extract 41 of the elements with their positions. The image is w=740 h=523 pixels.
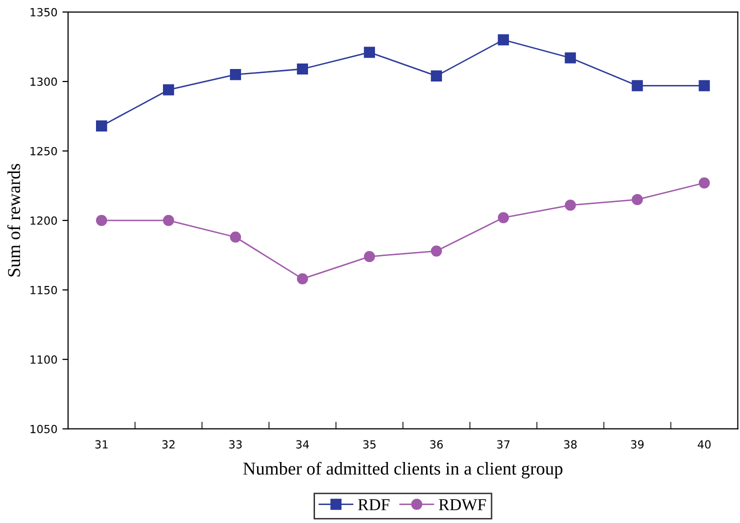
- y-tick-label: 1250: [30, 146, 57, 156]
- y-tick-label: 1300: [30, 77, 57, 86]
- point: [96, 120, 108, 132]
- x-axis-title: Number of admitted clients in a client group: [243, 462, 562, 478]
- y-tick-label: 1150: [30, 286, 57, 294]
- point: [430, 245, 442, 257]
- y-tick-label: 1050: [30, 424, 57, 434]
- point: [230, 232, 242, 243]
- x-tick-label: 32: [162, 440, 174, 449]
- point: [364, 46, 375, 58]
- legend-label: RDWF: [438, 499, 486, 510]
- point: [564, 200, 576, 211]
- point: [498, 34, 509, 46]
- point: [698, 80, 710, 92]
- y-tick-label: 1200: [30, 216, 57, 225]
- x-tick-label: 38: [564, 440, 577, 449]
- x-tick-label: 36: [430, 440, 443, 449]
- point: [162, 214, 174, 226]
- point: [698, 177, 710, 188]
- point: [296, 63, 308, 75]
- point: [430, 70, 442, 82]
- point: [162, 84, 174, 96]
- point: [632, 194, 643, 206]
- x-tick-label: 39: [631, 440, 644, 449]
- x-tick-label: 33: [229, 440, 242, 449]
- point: [364, 251, 375, 262]
- x-tick-label: 37: [497, 440, 510, 449]
- point: [296, 273, 308, 284]
- point: [564, 52, 576, 64]
- point: [632, 80, 643, 92]
- point: [498, 212, 509, 224]
- point: [96, 214, 108, 226]
- y-tick-label: 1350: [30, 8, 57, 16]
- x-tick-label: 40: [698, 440, 711, 449]
- x-tick-label: 34: [296, 440, 309, 449]
- point: [230, 69, 242, 80]
- legend-label: RDF: [358, 499, 390, 510]
- y-axis-title: Sum of rewards: [7, 164, 20, 276]
- x-tick-label: 31: [95, 440, 108, 449]
- x-tick-label: 35: [363, 440, 376, 449]
- y-tick-label: 1100: [30, 355, 57, 364]
